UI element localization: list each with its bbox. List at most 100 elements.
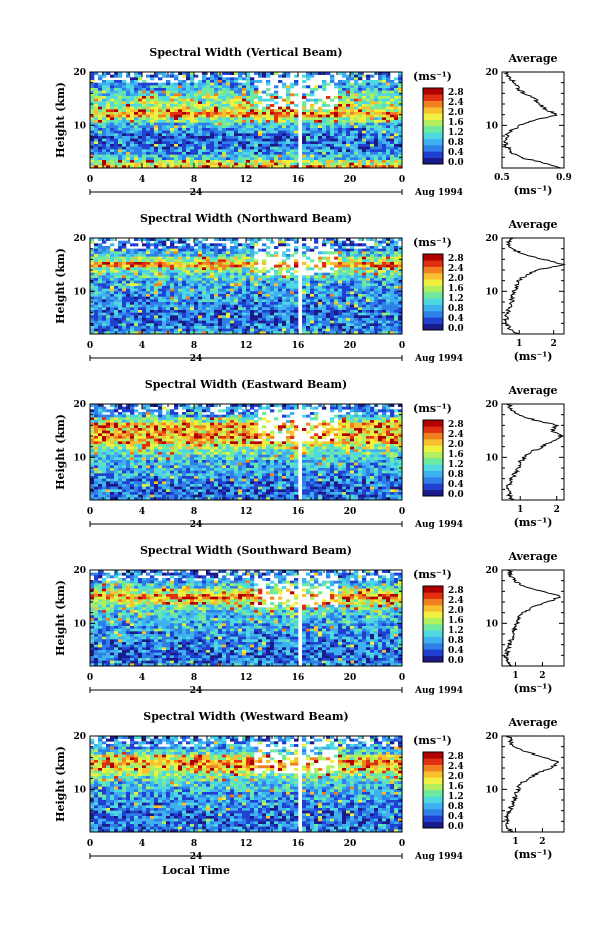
heatmap-cell xyxy=(150,144,154,147)
heatmap-cell xyxy=(234,136,238,139)
heatmap-cell xyxy=(290,315,294,318)
heatmap-cell xyxy=(386,149,390,152)
heatmap-cell xyxy=(250,259,254,262)
heatmap-cell xyxy=(198,257,202,260)
heatmap-cell xyxy=(262,294,266,297)
heatmap-cell xyxy=(362,128,366,131)
heatmap-cell xyxy=(242,273,246,276)
heatmap-cell xyxy=(386,281,390,284)
heatmap-cell xyxy=(218,80,222,83)
heatmap-cell xyxy=(286,149,290,152)
heatmap-cell xyxy=(150,305,154,308)
x-tick-label: 16 xyxy=(292,175,305,185)
heatmap-cell xyxy=(198,270,202,273)
heatmap-cell xyxy=(222,85,226,88)
heatmap-cell xyxy=(294,115,298,118)
heatmap-cell xyxy=(274,265,278,268)
heatmap-cell xyxy=(310,315,314,318)
heatmap-cell xyxy=(154,310,158,313)
heatmap-cell xyxy=(382,299,386,302)
heatmap-cell xyxy=(198,149,202,152)
heatmap-cell xyxy=(390,136,394,139)
heatmap-cell xyxy=(134,289,138,292)
heatmap-cell xyxy=(158,323,162,326)
heatmap-cell xyxy=(146,259,150,262)
heatmap-cell xyxy=(286,91,290,94)
heatmap-cell xyxy=(370,273,374,276)
heatmap-cell xyxy=(202,283,206,286)
heatmap-cell xyxy=(134,302,138,305)
heatmap-cell xyxy=(358,128,362,131)
heatmap-cell xyxy=(186,160,190,163)
heatmap-cell xyxy=(318,155,322,158)
heatmap-cell xyxy=(106,259,110,262)
heatmap-cell xyxy=(394,265,398,268)
heatmap-cell xyxy=(98,96,102,99)
heatmap-cell xyxy=(318,120,322,123)
heatmap-cell xyxy=(330,136,334,139)
heatmap-cell xyxy=(322,88,326,91)
heatmap-cell xyxy=(274,96,278,99)
heatmap-cell xyxy=(102,262,106,265)
heatmap-cell xyxy=(234,270,238,273)
heatmap-cell xyxy=(326,139,330,142)
heatmap-cell xyxy=(238,278,242,281)
heatmap-cell xyxy=(174,302,178,305)
heatmap-cell xyxy=(90,77,94,80)
heatmap-cell xyxy=(362,291,366,294)
heatmap-cell xyxy=(110,281,114,284)
heatmap-cell xyxy=(226,291,230,294)
heatmap-cell xyxy=(122,297,126,300)
heatmap-cell xyxy=(178,283,182,286)
heatmap-cell xyxy=(206,83,210,86)
heatmap-cell xyxy=(290,297,294,300)
heatmap-cell xyxy=(230,294,234,297)
heatmap-cell xyxy=(106,157,110,160)
heatmap-cell xyxy=(170,125,174,128)
heatmap-cell xyxy=(122,326,126,329)
heatmap-cell xyxy=(162,99,166,102)
heatmap-cell xyxy=(130,96,134,99)
heatmap-cell xyxy=(162,294,166,297)
heatmap-cell xyxy=(342,133,346,136)
heatmap-cell xyxy=(362,139,366,142)
heatmap-cell xyxy=(318,315,322,318)
heatmap-cell xyxy=(262,299,266,302)
heatmap-cell xyxy=(366,286,370,289)
heatmap-cell xyxy=(130,297,134,300)
heatmap-cell xyxy=(366,323,370,326)
heatmap-cell xyxy=(94,310,98,313)
heatmap-cell xyxy=(306,93,310,96)
heatmap-cell xyxy=(238,107,242,110)
heatmap-cell xyxy=(110,101,114,104)
heatmap-cell xyxy=(302,275,306,278)
heatmap-cell xyxy=(222,283,226,286)
heatmap-cell xyxy=(354,163,358,166)
heatmap-cell xyxy=(174,291,178,294)
heatmap-cell xyxy=(222,139,226,142)
heatmap-cell xyxy=(350,299,354,302)
heatmap-cell xyxy=(362,88,366,91)
heatmap-cell xyxy=(98,133,102,136)
heatmap-cell xyxy=(318,299,322,302)
heatmap-cell xyxy=(218,251,222,254)
heatmap-cell xyxy=(338,160,342,163)
heatmap-cell xyxy=(294,144,298,147)
heatmap-cell xyxy=(354,257,358,260)
heatmap-cell xyxy=(342,96,346,99)
heatmap-cell xyxy=(254,88,258,91)
heatmap-cell xyxy=(362,157,366,160)
heatmap-cell xyxy=(218,291,222,294)
heatmap-cell xyxy=(326,112,330,115)
heatmap-cell xyxy=(338,243,342,246)
heatmap-cell xyxy=(126,144,130,147)
heatmap-cell xyxy=(254,302,258,305)
heatmap-cell xyxy=(218,305,222,308)
heatmap-cell xyxy=(318,125,322,128)
heatmap-cell xyxy=(182,299,186,302)
heatmap-cell xyxy=(302,128,306,131)
heatmap-cell xyxy=(238,99,242,102)
heatmap-cell xyxy=(338,125,342,128)
heatmap-cell xyxy=(98,85,102,88)
heatmap-cell xyxy=(250,152,254,155)
